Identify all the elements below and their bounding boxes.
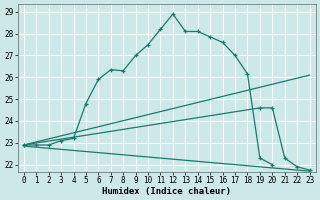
- X-axis label: Humidex (Indice chaleur): Humidex (Indice chaleur): [102, 187, 231, 196]
